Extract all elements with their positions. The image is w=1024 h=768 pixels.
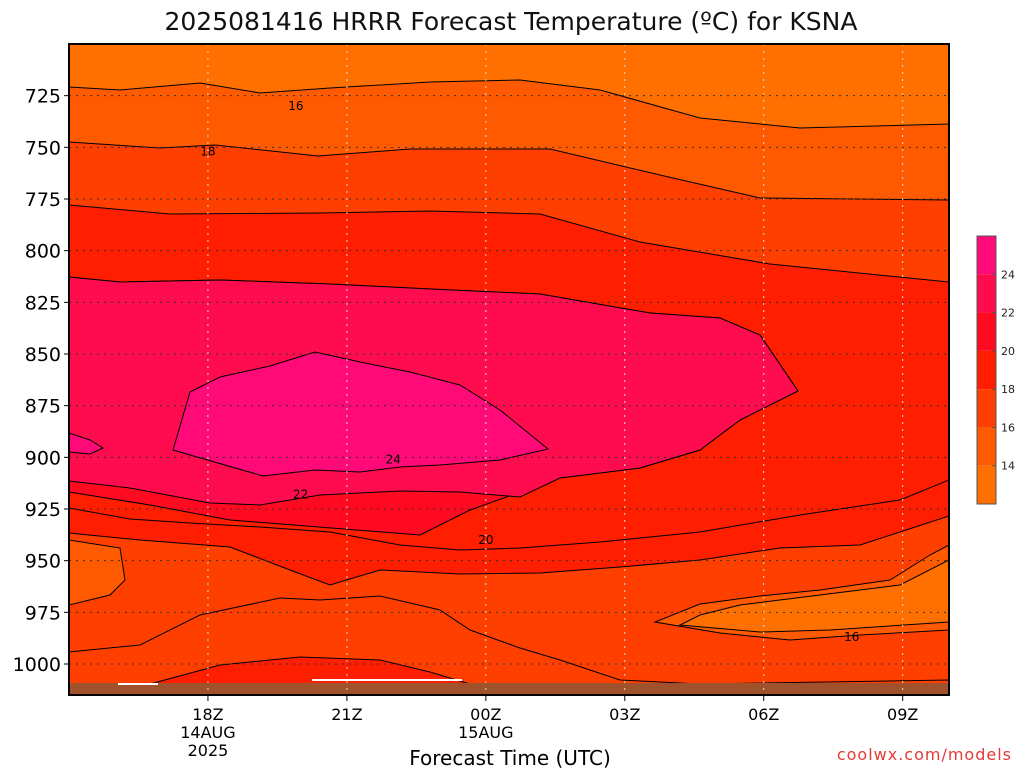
band-14-lower-right [678,559,949,633]
y-tick-label: 875 [25,396,61,418]
x-tick-date: 14AUG [180,723,235,742]
contour-labels: 16 18 24 22 20 16 [200,99,859,644]
plot-frame [68,43,950,696]
colorbar-tick-label: 24 [1001,268,1015,281]
y-tick-label: 1000 [13,654,61,676]
colorbar-swatch [977,350,996,390]
colorbar-swatch [977,274,996,313]
colorbar-swatch [977,389,996,428]
x-tick-year: 2025 [188,741,229,760]
surface-marker [118,679,462,685]
x-tick-label: 00Z [470,705,501,724]
y-tick-label: 750 [25,137,61,159]
colorbar-tick-label: 18 [1001,383,1015,396]
x-axis-title: Forecast Time (UTC) [409,746,611,768]
colorbar-tick-label: 14 [1001,460,1015,473]
y-tick-label: 900 [25,447,61,469]
contour-field [69,44,949,695]
band-24-edge [69,432,105,455]
colorbar-swatch [977,312,996,351]
x-tick-date: 15AUG [458,723,513,742]
x-tick-label: 03Z [609,705,640,724]
y-axis: 725 750 775 800 825 850 875 900 925 950 975 1000 [13,86,69,676]
y-tick-label: 825 [25,292,61,314]
ground-surface [69,683,949,695]
colorbar-tick-label: 20 [1001,345,1015,358]
y-tick-label: 800 [25,241,61,263]
colorbar-swatch [977,427,996,466]
chart-title: 2025081416 HRRR Forecast Temperature (ºC… [165,7,858,36]
y-tick-label: 775 [25,189,61,211]
colorbar-swatch [977,465,996,504]
y-tick-label: 950 [25,551,61,573]
colorbar-swatch [977,236,996,275]
colorbar-frame [976,235,997,505]
y-tick-label: 925 [25,499,61,521]
contour-label: 16 [844,630,859,644]
x-tick-label: 21Z [331,705,362,724]
y-tick-label: 975 [25,602,61,624]
band-16-lower [69,539,126,606]
x-tick-label: 09Z [887,705,918,724]
contour-label: 16 [288,99,303,113]
colorbar-tick-label: 16 [1001,421,1015,434]
y-tick-label: 725 [25,86,61,108]
band-24 [172,351,550,477]
contour-label: 24 [386,452,401,466]
x-tick-label: 06Z [748,705,779,724]
contour-label: 20 [478,533,493,547]
colorbar: 24 22 20 18 16 14 [976,235,1015,505]
x-tick-label: 18Z [192,705,223,724]
y-tick-label: 850 [25,344,61,366]
credit-link[interactable]: coolwx.com/models [837,745,1012,764]
colorbar-tick-label: 22 [1001,307,1015,320]
contour-label: 18 [200,144,215,158]
contour-label: 22 [293,488,308,502]
